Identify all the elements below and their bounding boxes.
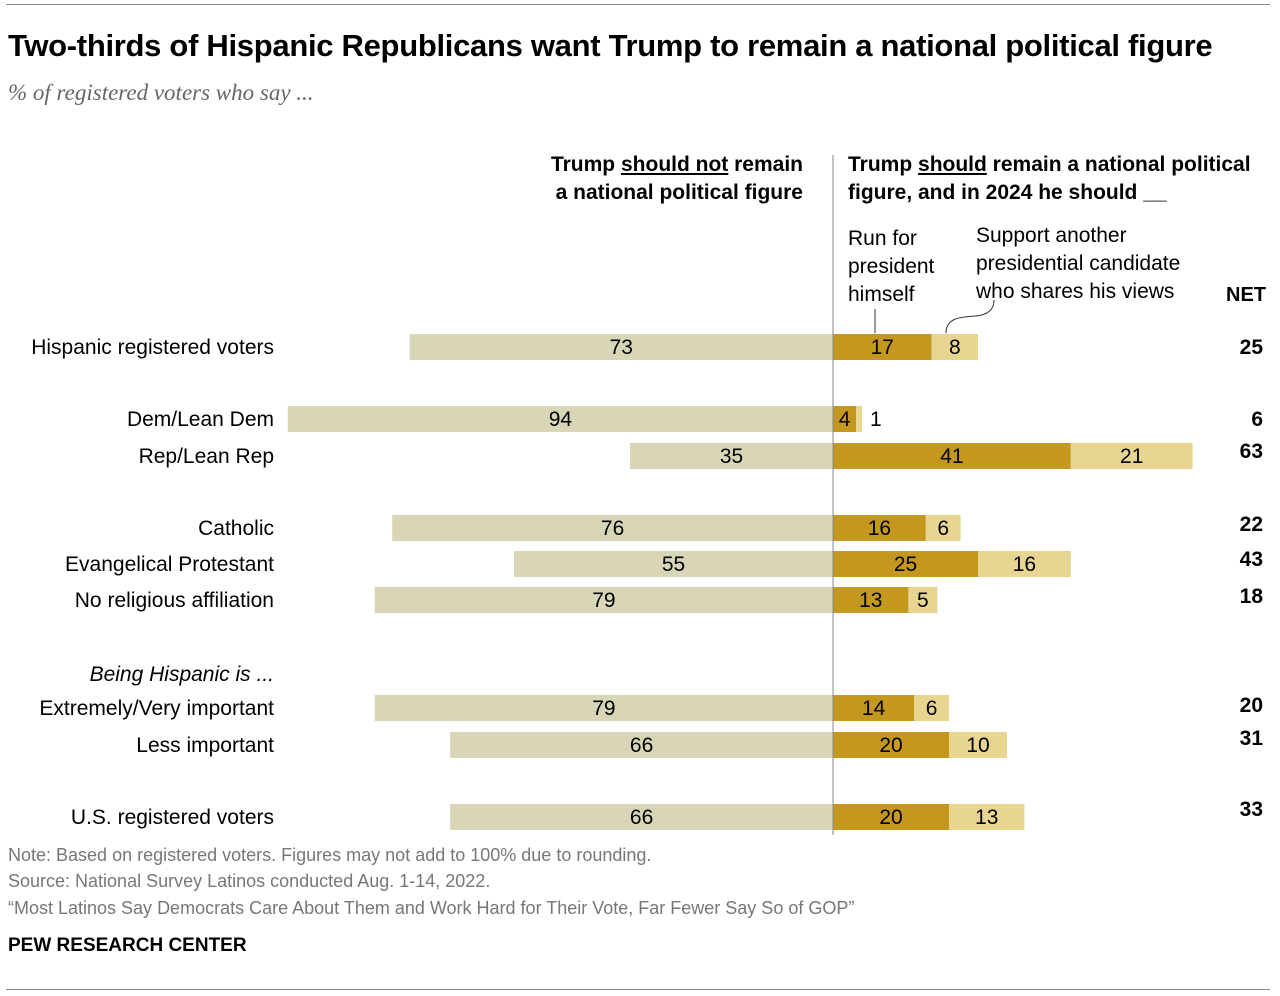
net-value: 33 bbox=[1240, 798, 1263, 821]
value-label-support: 21 bbox=[1120, 445, 1143, 468]
bar-should-not bbox=[374, 587, 833, 613]
footer-source: Source: National Survey Latinos conducte… bbox=[8, 871, 491, 891]
left-column-header: Trump should not remain a national polit… bbox=[550, 153, 803, 204]
value-label-support: 6 bbox=[937, 517, 949, 540]
value-label-run: 25 bbox=[894, 553, 917, 576]
bar-support-another bbox=[914, 695, 949, 721]
value-label-should-not: 73 bbox=[610, 336, 633, 359]
value-label-support: 10 bbox=[966, 734, 989, 757]
value-label-support: 16 bbox=[1013, 553, 1036, 576]
bar-run-for-president bbox=[833, 515, 926, 541]
bar-should-not bbox=[374, 695, 833, 721]
chart-title: Two-thirds of Hispanic Republicans want … bbox=[8, 28, 1213, 63]
category-label: Catholic bbox=[198, 517, 274, 540]
bar-support-another bbox=[925, 515, 961, 541]
net-value: 20 bbox=[1240, 694, 1263, 717]
bar-run-for-president bbox=[833, 443, 1071, 469]
value-label-run: 14 bbox=[862, 697, 886, 720]
footer-report: “Most Latinos Say Democrats Care About T… bbox=[8, 898, 855, 918]
footer-note: Note: Based on registered voters. Figure… bbox=[8, 845, 652, 865]
bar-support-another bbox=[978, 551, 1071, 577]
bar-should-not bbox=[450, 732, 833, 758]
category-label: Less important bbox=[136, 734, 274, 757]
bar-run-for-president bbox=[833, 732, 949, 758]
bar-should-not bbox=[392, 515, 833, 541]
bar-should-not bbox=[514, 551, 833, 577]
category-label: U.S. registered voters bbox=[71, 806, 274, 829]
right-column-header: Trump should remain a national political… bbox=[848, 153, 1251, 204]
bar-support-another bbox=[1070, 443, 1193, 469]
category-label: Rep/Lean Rep bbox=[139, 445, 274, 468]
category-label: No religious affiliation bbox=[75, 589, 274, 612]
value-label-support: 6 bbox=[926, 697, 938, 720]
value-label-run: 13 bbox=[859, 589, 882, 612]
category-label: Dem/Lean Dem bbox=[127, 408, 274, 431]
support-another-label: Support another presidential candidate who… bbox=[976, 224, 1181, 303]
run-for-president-label: Run for president himself bbox=[848, 227, 935, 306]
bar-run-for-president bbox=[833, 587, 909, 613]
bar-support-another bbox=[931, 334, 978, 360]
bar-run-for-president bbox=[833, 406, 857, 432]
value-label-run: 41 bbox=[940, 445, 963, 468]
bar-support-another bbox=[908, 587, 938, 613]
value-label-should-not: 66 bbox=[630, 734, 653, 757]
bar-run-for-president bbox=[833, 551, 978, 577]
value-label-should-not: 66 bbox=[630, 806, 653, 829]
value-label-should-not: 79 bbox=[592, 697, 615, 720]
value-label-run: 20 bbox=[879, 806, 902, 829]
value-label-should-not: 94 bbox=[549, 408, 573, 431]
top-rule bbox=[6, 4, 1270, 5]
bar-run-for-president bbox=[833, 804, 949, 830]
value-label-support: 13 bbox=[975, 806, 998, 829]
net-value: 25 bbox=[1240, 336, 1264, 359]
bottom-rule bbox=[6, 989, 1270, 990]
net-value: 18 bbox=[1240, 585, 1264, 608]
value-label-support: 8 bbox=[949, 336, 961, 359]
net-value: 63 bbox=[1240, 440, 1263, 463]
value-label-should-not: 35 bbox=[720, 445, 743, 468]
category-label: Extremely/Very important bbox=[39, 697, 274, 720]
category-label: Evangelical Protestant bbox=[65, 553, 274, 576]
net-value: 6 bbox=[1251, 408, 1263, 431]
group-label: Being Hispanic is ... bbox=[90, 663, 274, 686]
pew-brand: PEW RESEARCH CENTER bbox=[8, 935, 247, 956]
chart-subtitle: % of registered voters who say ... bbox=[8, 80, 314, 105]
net-value: 22 bbox=[1240, 513, 1263, 536]
bar-support-another bbox=[949, 804, 1025, 830]
leader-line-support bbox=[945, 299, 995, 334]
bar-run-for-president bbox=[833, 695, 915, 721]
value-label-run: 17 bbox=[871, 336, 894, 359]
category-label: Hispanic registered voters bbox=[31, 336, 274, 359]
bar-support-another bbox=[949, 732, 1007, 758]
value-label-should-not: 76 bbox=[601, 517, 624, 540]
value-label-should-not: 55 bbox=[662, 553, 685, 576]
bar-should-not bbox=[287, 406, 833, 432]
net-value: 43 bbox=[1240, 548, 1263, 571]
bar-support-another bbox=[856, 406, 862, 432]
bar-should-not bbox=[409, 334, 833, 360]
value-label-run: 20 bbox=[879, 734, 902, 757]
net-value: 31 bbox=[1240, 727, 1264, 750]
value-label-run: 16 bbox=[868, 517, 891, 540]
value-label-support: 5 bbox=[917, 589, 929, 612]
value-label-should-not: 79 bbox=[592, 589, 615, 612]
bar-should-not bbox=[630, 443, 833, 469]
value-label-support: 1 bbox=[870, 408, 882, 431]
bar-run-for-president bbox=[833, 334, 932, 360]
bar-should-not bbox=[450, 804, 833, 830]
value-label-run: 4 bbox=[839, 408, 851, 431]
net-header: NET bbox=[1226, 284, 1266, 306]
